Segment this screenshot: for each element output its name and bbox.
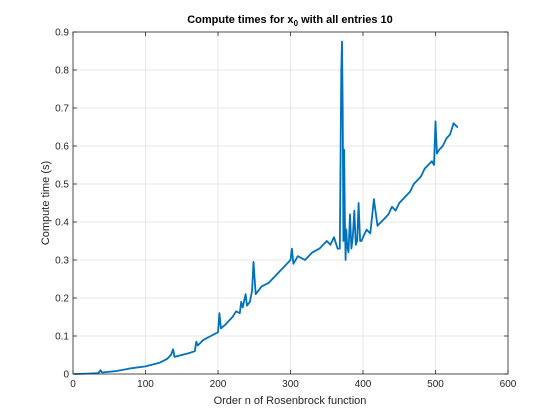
y-tick-label: 0.9 — [55, 28, 69, 39]
y-tick-label: 0.1 — [55, 332, 69, 343]
chart-title: Compute times for x0 with all entries 10 — [187, 14, 393, 28]
tick-marks — [72, 31, 509, 375]
x-tick-label: 300 — [282, 379, 299, 390]
y-axis-label: Compute time (s) — [40, 161, 52, 245]
x-tick-label: 100 — [137, 379, 154, 390]
x-tick-label: 600 — [500, 379, 517, 390]
x-tick-label: 0 — [70, 379, 76, 390]
x-tick-label: 400 — [355, 379, 372, 390]
tick-labels: 0 100 200 300 400 500 600 0 0.1 0.2 0.3 0.4 0.5 0.6 0.… — [55, 28, 517, 391]
y-tick-label: 0.8 — [55, 66, 69, 77]
y-tick-label: 0 — [63, 370, 69, 381]
series-line — [73, 40, 459, 375]
y-tick-label: 0.2 — [55, 294, 69, 305]
y-tick-label: 0.4 — [55, 218, 69, 229]
y-tick-label: 0.3 — [55, 256, 69, 267]
y-tick-label: 0.5 — [55, 180, 69, 191]
x-axis-label: Order n of Rosenbrock function — [214, 395, 367, 407]
y-tick-label: 0.6 — [55, 142, 69, 153]
x-tick-label: 200 — [210, 379, 227, 390]
y-tick-label: 0.7 — [55, 104, 69, 115]
series-layer — [73, 40, 459, 375]
x-tick-label: 500 — [427, 379, 444, 390]
